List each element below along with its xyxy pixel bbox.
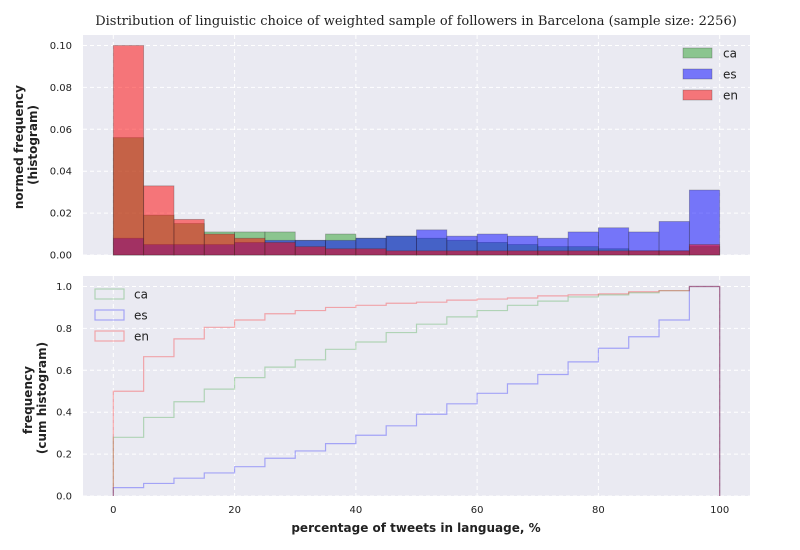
histogram-y-tick-label: 0.10 — [50, 41, 72, 52]
bar-es — [658, 221, 690, 256]
cum-legend-label-en: en — [134, 330, 149, 344]
x-tick-label: 20 — [228, 505, 241, 516]
bar-en — [416, 250, 448, 256]
bar-en — [537, 250, 569, 256]
bar-en — [325, 248, 357, 256]
bar-en — [688, 244, 721, 256]
cumulative-y-tick-label: 0.8 — [56, 324, 72, 335]
cum-line-en — [112, 285, 721, 496]
cumulative-y-axis-label: frequency (cum histogram) — [21, 342, 49, 454]
legend-label-ca: ca — [723, 47, 737, 61]
histogram-y-tick-label: 0.02 — [50, 209, 72, 220]
cum-legend-label-ca: ca — [134, 288, 148, 302]
bar-en — [598, 250, 630, 256]
bar-en — [446, 250, 478, 256]
legend-label-en: en — [723, 89, 738, 103]
chart-title: Distribution of linguistic choice of wei… — [95, 14, 737, 29]
cum-legend-swatch-es — [94, 309, 125, 321]
cum-legend-swatch-en — [94, 330, 125, 342]
bar-en — [385, 250, 417, 256]
cum-legend-swatch-ca — [94, 288, 125, 300]
cumulative-y-tick-label: 0.4 — [56, 408, 72, 419]
bar-en — [355, 248, 387, 256]
histogram-legend: ca es en — [682, 47, 738, 103]
x-tick-label: 80 — [592, 505, 605, 516]
legend-swatch-en — [682, 89, 713, 101]
histogram-y-tick-label: 0.08 — [50, 83, 72, 94]
bar-en — [203, 233, 235, 256]
cumulative-y-tick-label: 1.0 — [56, 282, 72, 293]
bar-es — [688, 189, 721, 256]
bar-en — [143, 185, 175, 256]
histogram-y-tick-label: 0.04 — [50, 167, 72, 178]
cumulative-y-tick-label: 0.6 — [56, 366, 72, 377]
bar-en — [264, 242, 296, 256]
cumulative-plot-area — [83, 276, 750, 496]
cum-legend-label-es: es — [134, 309, 148, 323]
bar-en — [476, 250, 508, 256]
legend-swatch-es — [682, 68, 713, 80]
x-tick-label: 60 — [471, 505, 484, 516]
histogram-plot-area — [83, 35, 750, 255]
cum-line-es — [112, 285, 721, 496]
x-tick-label: 0 — [110, 505, 116, 516]
bar-es — [598, 227, 630, 256]
bar-en — [173, 218, 205, 256]
histogram-y-tick-label: 0.00 — [50, 251, 72, 262]
bar-en — [294, 246, 326, 256]
histogram-y-axis-label: normed frequency (histogram) — [12, 81, 40, 209]
bar-en — [507, 250, 539, 256]
legend-swatch-ca — [682, 47, 713, 59]
cumulative-y-tick-label: 0.2 — [56, 450, 72, 461]
cumulative-legend: ca es en — [94, 288, 149, 344]
bar-en — [658, 250, 690, 256]
bar-en — [234, 237, 266, 256]
cum-line-ca — [112, 285, 721, 496]
x-tick-label: 40 — [349, 505, 362, 516]
x-tick-label: 100 — [710, 505, 729, 516]
histogram-panel: 0.00 0.02 0.04 0.06 0.08 0.10 normed frequenc… — [12, 35, 750, 262]
bar-en — [567, 250, 599, 256]
bar-en — [112, 45, 145, 256]
histogram-y-tick-label: 0.06 — [50, 125, 72, 136]
cumulative-panel: 0.0 0.2 0.4 0.6 0.8 1.0 0 20 40 60 80 100 frequenc… — [21, 276, 750, 535]
x-axis-label: percentage of tweets in language, % — [291, 521, 540, 535]
cumulative-y-tick-label: 0.0 — [56, 492, 72, 503]
bar-en — [628, 250, 660, 256]
legend-label-es: es — [723, 68, 737, 82]
